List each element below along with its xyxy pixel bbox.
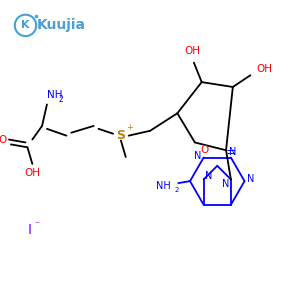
Text: I: I	[27, 223, 32, 237]
Text: 2: 2	[174, 187, 179, 193]
Text: N: N	[222, 179, 230, 189]
Text: =: =	[226, 146, 236, 159]
Text: ⁻: ⁻	[34, 220, 40, 230]
Text: +: +	[126, 123, 133, 132]
Text: N: N	[194, 151, 202, 160]
Text: Kuujia: Kuujia	[37, 18, 86, 32]
Text: O: O	[0, 134, 6, 145]
Text: N: N	[229, 147, 236, 157]
Text: S: S	[116, 129, 125, 142]
Text: OH: OH	[256, 64, 272, 74]
Text: N: N	[247, 174, 254, 184]
Text: OH: OH	[184, 46, 200, 56]
Text: O: O	[200, 145, 209, 155]
Text: N: N	[205, 170, 212, 181]
Text: OH: OH	[24, 168, 40, 178]
Text: NH: NH	[47, 90, 62, 100]
Text: K: K	[21, 20, 30, 30]
Text: NH: NH	[156, 181, 170, 191]
Text: 2: 2	[58, 95, 63, 104]
